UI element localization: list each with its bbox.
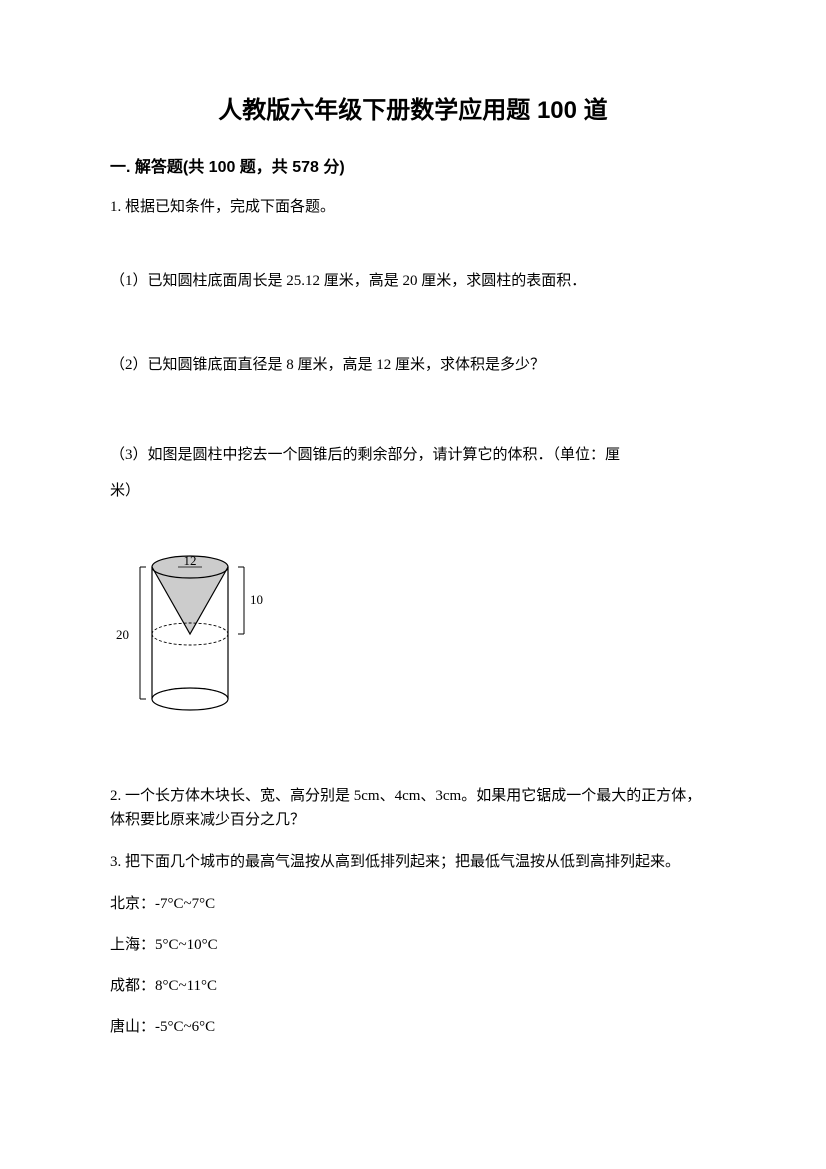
q1-sub3-line2: 米） <box>110 483 140 499</box>
question-2: 2. 一个长方体木块长、宽、高分别是 5cm、4cm、3cm。如果用它锯成一个最… <box>110 784 716 832</box>
svg-text:20: 20 <box>116 627 129 642</box>
question-3: 3. 把下面几个城市的最高气温按从高到低排列起来；把最低气温按从低到高排列起来。 <box>110 850 716 874</box>
question-1-sub-1: （1）已知圆柱底面周长是 25.12 厘米，高是 20 厘米，求圆柱的表面积． <box>110 269 716 293</box>
svg-text:12: 12 <box>184 553 197 568</box>
cylinder-cone-diagram: 12 10 20 <box>110 549 280 724</box>
section-header: 一. 解答题(共 100 题，共 578 分) <box>110 153 716 177</box>
document-title: 人教版六年级下册数学应用题 100 道 <box>110 90 716 125</box>
question-1-main: 1. 根据已知条件，完成下面各题。 <box>110 195 716 219</box>
q1-sub3-line1: （3）如图是圆柱中挖去一个圆锥后的剩余部分，请计算它的体积．（单位：厘 <box>110 447 620 463</box>
city-chengdu: 成都：8°C~11°C <box>110 974 716 995</box>
question-1-sub-3: （3）如图是圆柱中挖去一个圆锥后的剩余部分，请计算它的体积．（单位：厘 米） <box>110 437 716 509</box>
city-beijing: 北京：-7°C~7°C <box>110 892 716 913</box>
city-tangshan: 唐山：-5°C~6°C <box>110 1015 716 1036</box>
question-1-sub-2: （2）已知圆锥底面直径是 8 厘米，高是 12 厘米，求体积是多少？ <box>110 353 716 377</box>
svg-text:10: 10 <box>250 592 263 607</box>
diagram-container: 12 10 20 <box>110 549 716 724</box>
city-shanghai: 上海：5°C~10°C <box>110 933 716 954</box>
